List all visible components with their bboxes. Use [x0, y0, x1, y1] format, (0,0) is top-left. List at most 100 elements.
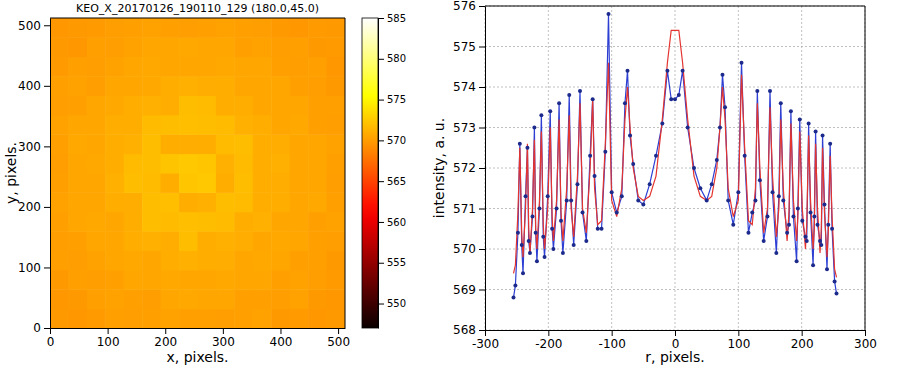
heatmap-cell — [87, 173, 106, 193]
tick-mark — [165, 328, 166, 334]
heatmap-cell — [308, 134, 327, 154]
marker — [710, 182, 714, 186]
heatmap-cell — [50, 270, 69, 290]
tick-mark — [865, 330, 866, 336]
marker — [665, 69, 669, 73]
heatmap-cell — [179, 173, 198, 193]
heatmap-cell — [271, 289, 290, 309]
marker — [591, 97, 595, 101]
tick-mark — [223, 328, 224, 334]
tick-mark — [378, 263, 384, 264]
tick: 0 — [47, 328, 55, 349]
marker — [758, 178, 762, 182]
heatmap-cell — [105, 192, 124, 212]
heatmap-cell — [50, 96, 69, 116]
heatmap-cell — [105, 18, 124, 38]
marker — [805, 239, 809, 243]
tick-label: 300 — [212, 335, 235, 349]
heatmap-cell — [142, 37, 161, 57]
heatmap-cell — [87, 96, 106, 116]
marker — [669, 97, 673, 101]
heatmap-cell — [327, 37, 345, 57]
frame-right — [865, 6, 866, 330]
tick: 300 — [18, 140, 50, 154]
heatmap-cell — [87, 251, 106, 271]
marker — [654, 154, 658, 158]
heatmap-cell — [68, 37, 87, 57]
tick-mark — [44, 86, 50, 87]
heatmap-cell — [253, 76, 272, 96]
marker — [753, 198, 757, 202]
heatmap-cell — [124, 192, 143, 212]
heatmap-cell — [271, 76, 290, 96]
tick: 565 — [378, 176, 406, 187]
tick: 400 — [18, 79, 50, 93]
grid-line-y — [485, 208, 865, 209]
marker — [539, 113, 543, 117]
heatmap-cell — [198, 309, 217, 328]
heatmap-cell — [87, 270, 106, 290]
heatmap-cell — [87, 192, 106, 212]
series-line — [514, 14, 837, 298]
marker — [822, 202, 826, 206]
heatmap-cell — [142, 18, 161, 38]
heatmap-cell — [271, 115, 290, 135]
tick-label: 300 — [854, 337, 877, 351]
heatmap-cell — [216, 154, 235, 174]
heatmap-cell — [327, 96, 345, 116]
marker — [779, 101, 783, 105]
tick-label: 0 — [47, 335, 55, 349]
tick: 575 — [378, 94, 406, 105]
heatmap-cell — [327, 289, 345, 309]
tick-mark — [479, 290, 485, 291]
heatmap-cell — [234, 96, 253, 116]
marker — [593, 174, 597, 178]
heatmap-cell — [142, 154, 161, 174]
heatmap-cell — [124, 173, 143, 193]
tick: 569 — [453, 283, 485, 297]
heatmap-cell — [87, 154, 106, 174]
heatmap-cell — [68, 251, 87, 271]
marker — [818, 239, 822, 243]
heatmap-cell — [50, 212, 69, 232]
marker — [572, 243, 576, 247]
heatmap-cell — [234, 289, 253, 309]
tick-label: 100 — [97, 335, 120, 349]
heatmap-cell — [308, 270, 327, 290]
heatmap-cell — [124, 18, 143, 38]
marker — [673, 97, 677, 101]
heatmap-cell — [216, 231, 235, 251]
heatmap-cell — [308, 57, 327, 77]
tick: 100 — [97, 328, 120, 349]
tick: 571 — [453, 202, 485, 216]
marker — [750, 211, 754, 215]
marker — [641, 202, 645, 206]
grid — [485, 6, 865, 330]
series-markers — [512, 12, 839, 300]
heatmap-cell — [198, 192, 217, 212]
heatmap-cell — [179, 37, 198, 57]
marker — [740, 61, 744, 65]
heatmap-cell — [105, 270, 124, 290]
heatmap-cell — [50, 192, 69, 212]
heatmap-cell — [68, 115, 87, 135]
marker — [731, 223, 735, 227]
heatmap-cell — [161, 251, 180, 271]
marker — [548, 109, 552, 113]
heatmap-cell — [179, 231, 198, 251]
heatmap-cell — [253, 309, 272, 328]
heatmap-cell — [253, 37, 272, 57]
heatmap-cell — [290, 231, 309, 251]
heatmap-cell — [234, 212, 253, 232]
marker — [692, 166, 696, 170]
marker — [660, 121, 664, 125]
heatmap-cell — [68, 76, 87, 96]
marker — [620, 194, 624, 198]
heatmap-cell — [179, 309, 198, 328]
tick: 573 — [453, 121, 485, 135]
tick: 200 — [154, 328, 177, 349]
marker — [821, 134, 825, 138]
marker — [521, 271, 525, 275]
tick: 500 — [327, 328, 350, 349]
heatmap-cell — [271, 231, 290, 251]
